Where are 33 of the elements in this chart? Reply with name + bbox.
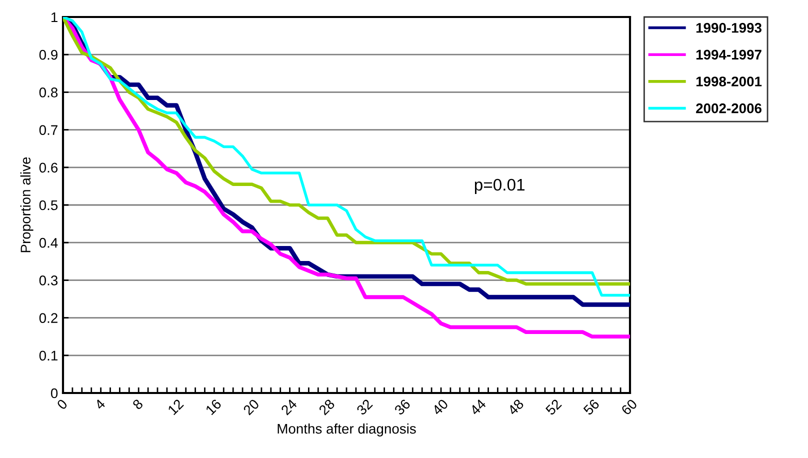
x-tick-label: 8 — [132, 398, 144, 410]
x-tick-label: 36 — [394, 398, 411, 416]
x-tick-label: 44 — [469, 398, 487, 416]
x-tick-label: 24 — [280, 398, 298, 416]
y-tick-label: 0.8 — [39, 88, 58, 98]
annotation: p=0.01 — [474, 178, 524, 194]
legend-label: 1998-2001 — [696, 76, 762, 86]
x-axis-title: Months after diagnosis — [278, 423, 416, 436]
x-tick-label: 12 — [167, 398, 184, 416]
x-tick-label: 16 — [205, 398, 222, 416]
x-tick-label: 40 — [431, 398, 449, 416]
y-tick-label: 0.3 — [39, 276, 58, 286]
y-axis-title: Proportion alive — [20, 157, 34, 252]
y-tick-label: 0 — [50, 388, 58, 398]
y-tick-label: 0.7 — [39, 125, 58, 135]
y-tick-label: 0.4 — [39, 238, 58, 248]
x-tick-label: 20 — [242, 398, 260, 416]
y-tick-label: 0.1 — [39, 350, 58, 361]
x-tick-label: 28 — [318, 398, 336, 416]
x-tick-label: 48 — [507, 398, 524, 416]
y-tick-label: 0.5 — [39, 200, 58, 210]
x-tick-label: 52 — [545, 398, 562, 416]
x-tick-label: 4 — [94, 398, 106, 410]
y-tick-label: 1 — [51, 12, 58, 22]
y-tick-label: 0.9 — [39, 50, 58, 60]
y-tick-label: 0.6 — [39, 162, 58, 173]
x-tick-label: 32 — [356, 398, 374, 416]
y-tick-label: 0.2 — [39, 313, 58, 323]
x-tick-label: 56 — [582, 398, 600, 416]
legend-label: 1994-1997 — [696, 50, 762, 60]
legend-label: 1990-1993 — [696, 22, 762, 33]
legend-label: 2002-2006 — [696, 103, 762, 114]
x-tick-label: 60 — [620, 398, 638, 416]
